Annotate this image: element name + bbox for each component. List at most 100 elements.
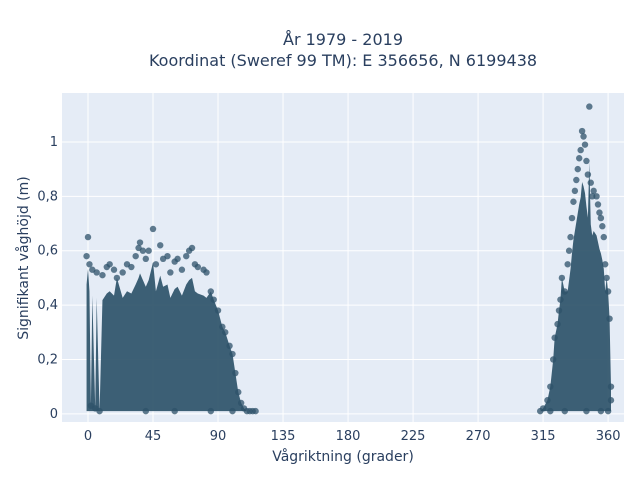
data-point	[594, 201, 602, 208]
chart-subtitle: Koordinat (Sweref 99 TM): E 356656, N 61…	[149, 51, 537, 70]
x-tick-label: 0	[84, 429, 92, 444]
data-point	[214, 307, 222, 314]
data-point	[207, 407, 215, 415]
x-tick-label: 315	[531, 429, 556, 444]
y-tick-label: 0,2	[37, 352, 58, 367]
data-point	[602, 261, 609, 268]
data-point	[237, 399, 245, 407]
x-tick-label: 270	[466, 429, 491, 444]
data-point	[113, 274, 121, 282]
data-point	[604, 288, 612, 295]
data-point	[222, 329, 229, 336]
data-point	[584, 171, 592, 178]
data-point	[597, 407, 605, 415]
data-point	[93, 269, 100, 276]
data-point	[567, 233, 574, 241]
x-tick-label: 45	[145, 429, 162, 444]
data-point	[142, 407, 149, 415]
data-point	[174, 255, 181, 263]
data-point	[188, 244, 196, 252]
data-point	[226, 342, 233, 350]
data-point	[83, 252, 90, 260]
data-point	[576, 155, 583, 162]
data-point	[604, 407, 612, 415]
data-point	[561, 407, 568, 415]
data-point	[557, 296, 564, 303]
data-point	[583, 157, 590, 165]
data-point	[571, 187, 579, 195]
data-point	[235, 388, 242, 396]
data-point	[558, 274, 566, 282]
data-point	[606, 315, 613, 322]
data-point	[544, 397, 551, 404]
data-point	[568, 214, 576, 222]
data-point	[152, 261, 160, 268]
y-tick-labels: 0 0,2 0,4 0,6 0,8 1	[37, 135, 58, 422]
x-tick-label: 90	[210, 429, 227, 444]
data-point	[561, 288, 568, 295]
data-point	[570, 198, 577, 205]
x-tick-label: 360	[596, 429, 621, 444]
data-point	[550, 356, 557, 363]
data-point	[164, 252, 171, 260]
data-point	[178, 266, 186, 273]
data-point	[555, 307, 563, 314]
data-point	[136, 239, 144, 246]
data-point	[229, 407, 236, 415]
data-point	[577, 146, 584, 154]
data-point	[600, 233, 607, 241]
y-tick-label: 0,8	[37, 189, 58, 204]
data-point	[229, 350, 236, 358]
data-point	[139, 247, 147, 254]
data-point	[607, 397, 615, 404]
data-point	[183, 252, 190, 260]
data-point	[219, 323, 226, 331]
data-point	[252, 407, 259, 415]
data-point	[607, 383, 615, 390]
chart-title: År 1979 - 2019	[283, 30, 403, 49]
data-points	[83, 103, 615, 415]
data-point	[596, 209, 603, 216]
data-point	[203, 269, 210, 276]
data-point	[119, 269, 126, 276]
point-cloud-area	[540, 161, 611, 412]
data-point	[587, 179, 594, 186]
data-point	[580, 133, 587, 140]
data-point	[603, 274, 610, 282]
data-point	[564, 261, 571, 268]
data-point	[194, 263, 202, 271]
y-tick-label: 0,6	[37, 244, 58, 259]
x-axis-title: Vågriktning (grader)	[272, 448, 414, 465]
data-point	[207, 288, 215, 295]
data-point	[565, 247, 573, 254]
data-point	[106, 261, 113, 268]
data-point	[210, 296, 217, 303]
data-point	[578, 127, 586, 135]
data-point	[149, 225, 157, 233]
data-point	[86, 261, 93, 268]
data-point	[132, 252, 139, 260]
data-point	[539, 405, 547, 412]
data-point	[96, 407, 103, 415]
y-axis-title: Signifikant våghöjd (m)	[15, 176, 32, 339]
data-point	[597, 214, 605, 222]
grid-lines	[62, 93, 624, 422]
data-point	[171, 407, 178, 415]
data-point	[167, 269, 174, 276]
data-point	[110, 266, 118, 273]
x-tick-label: 180	[336, 429, 361, 444]
data-point	[551, 334, 558, 341]
data-point	[574, 165, 581, 173]
data-point	[590, 187, 597, 195]
data-point	[547, 407, 554, 415]
data-point	[128, 263, 135, 271]
data-point	[581, 141, 589, 148]
y-tick-label: 0,4	[37, 298, 58, 313]
data-point	[586, 103, 593, 110]
data-point	[142, 255, 149, 263]
x-tick-label: 225	[401, 429, 426, 444]
data-point	[593, 193, 600, 200]
y-tick-label: 1	[50, 135, 58, 150]
